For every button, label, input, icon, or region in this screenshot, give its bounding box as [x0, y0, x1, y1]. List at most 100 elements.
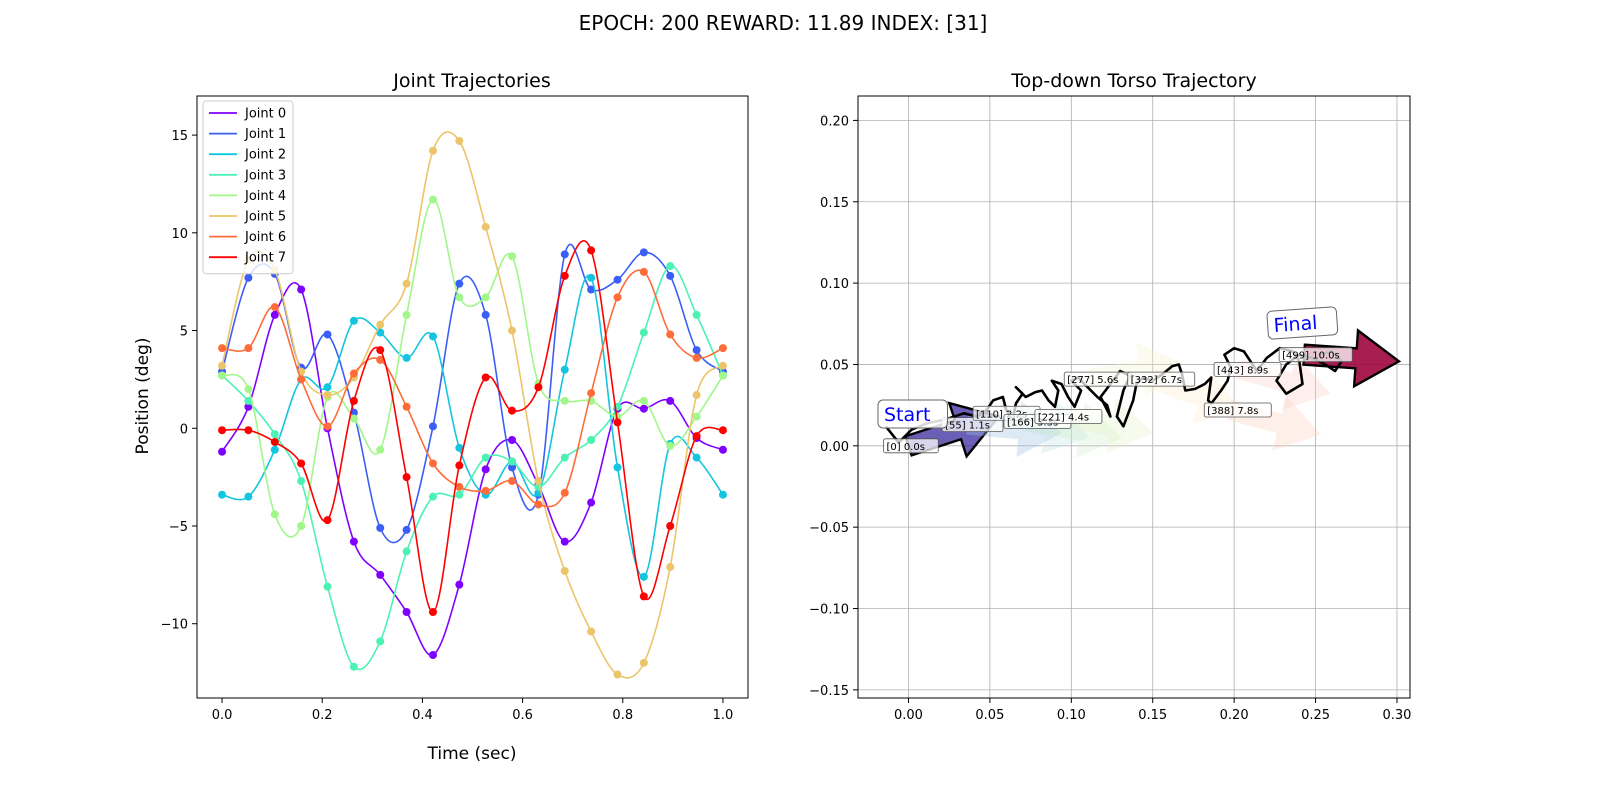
chart1-ytick-label: 10 [171, 227, 188, 242]
joint-point-6 [323, 422, 332, 431]
chart1-ytick-label: −10 [161, 618, 188, 633]
legend-label: Joint 1 [244, 127, 286, 142]
chart2-xtick-label: 0.00 [894, 708, 923, 723]
joint-point-4 [508, 252, 517, 261]
joint-point-4 [218, 371, 227, 380]
joint-point-5 [508, 326, 517, 335]
joint-point-6 [402, 402, 411, 411]
joint-point-1 [402, 525, 411, 534]
joint-point-7 [508, 406, 517, 415]
joint-point-6 [508, 477, 517, 486]
joint-point-2 [455, 443, 464, 452]
legend-label: Joint 6 [244, 230, 286, 245]
svg-text:[166] 3.3s: [166] 3.3s [1007, 417, 1058, 428]
svg-text:[499] 10.0s: [499] 10.0s [1282, 351, 1340, 362]
chart1-ytick-label: −5 [169, 520, 188, 535]
svg-text:Start: Start [884, 404, 930, 426]
chart1-xtick-label: 0.2 [312, 708, 333, 723]
joint-point-6 [718, 344, 727, 353]
joint-point-7 [481, 373, 490, 382]
joint-point-1 [508, 463, 517, 472]
joint-point-4 [376, 445, 385, 454]
joint-point-3 [508, 457, 517, 466]
joint-point-0 [218, 447, 227, 456]
chart2-ytick-label: 0.15 [820, 196, 849, 211]
joint-point-4 [270, 510, 279, 519]
svg-text:[388] 7.8s: [388] 7.8s [1207, 406, 1258, 417]
torso-trajectory-chart: Top-down Torso Trajectory [0] 0.0s [55] 1… [809, 70, 1411, 723]
joint-point-6 [534, 500, 543, 509]
joint-point-4 [666, 441, 675, 450]
joint-point-2 [587, 273, 596, 282]
svg-text:[332] 6.7s: [332] 6.7s [1131, 375, 1182, 386]
joint-point-0 [481, 465, 490, 474]
chart1-legend: Joint 0 Joint 1 Joint 2 Joint 3 Joint 4 Joint… [202, 100, 294, 275]
joint-point-7 [718, 426, 727, 435]
joint-point-7 [244, 426, 253, 435]
joint-line-3 [221, 265, 724, 671]
joint-point-7 [402, 473, 411, 482]
chart2-ytick-label: 0.00 [820, 440, 849, 455]
joint-point-4 [244, 385, 253, 394]
joint-point-7 [639, 592, 648, 601]
joint-point-1 [244, 273, 253, 282]
joint-point-4 [455, 293, 464, 302]
joint-point-6 [560, 488, 569, 497]
chart2-ytick-label: −0.10 [809, 603, 849, 618]
joint-series-5 [218, 131, 727, 679]
waypoint-label: [277] 5.6s [1063, 371, 1132, 387]
svg-text:[0] 0.0s: [0] 0.0s [886, 442, 924, 453]
joint-series-6 [218, 267, 727, 509]
legend-box [202, 100, 294, 275]
waypoint-label: [388] 7.8s [1203, 402, 1272, 418]
joint-point-0 [666, 396, 675, 405]
joint-trajectories-chart: Joint Trajectories Time (sec) Position (… [133, 70, 749, 764]
joint-point-6 [428, 459, 437, 468]
chart1-xlabel: Time (sec) [427, 744, 517, 764]
joint-point-6 [692, 353, 701, 362]
waypoint-label: [499] 10.0s [1278, 347, 1353, 363]
chart2-ytick-label: 0.10 [820, 277, 849, 292]
joint-point-5 [323, 391, 332, 400]
joint-point-0 [718, 445, 727, 454]
joint-point-2 [428, 332, 437, 341]
chart2-ytick-label: 0.05 [820, 358, 849, 373]
chart1-ytick-label: 0 [180, 422, 188, 437]
joint-point-4 [402, 310, 411, 319]
joint-point-2 [349, 316, 358, 325]
chart2-xtick-label: 0.30 [1382, 708, 1411, 723]
joint-point-7 [613, 418, 622, 427]
joint-point-3 [639, 328, 648, 337]
joint-point-6 [639, 267, 648, 276]
joint-point-3 [455, 490, 464, 499]
joint-point-2 [218, 490, 227, 499]
start-label: Start [877, 399, 948, 429]
joint-line-1 [221, 243, 724, 544]
joint-point-1 [613, 275, 622, 284]
joint-line-7 [221, 240, 724, 613]
joint-point-3 [666, 262, 675, 271]
joint-point-4 [481, 293, 490, 302]
joint-point-0 [560, 537, 569, 546]
joint-point-5 [560, 566, 569, 575]
joint-point-1 [692, 346, 701, 355]
joint-point-1 [639, 248, 648, 257]
joint-point-6 [613, 293, 622, 302]
svg-text:[443] 8.9s: [443] 8.9s [1217, 365, 1268, 376]
joint-point-6 [297, 375, 306, 384]
joint-point-7 [323, 516, 332, 525]
joint-point-7 [692, 432, 701, 441]
joint-point-0 [244, 402, 253, 411]
joint-point-4 [718, 371, 727, 380]
joint-point-3 [587, 436, 596, 444]
joint-series-0 [218, 282, 727, 659]
joint-point-1 [560, 250, 569, 259]
chart1-xtick-label: 0.4 [412, 708, 433, 723]
joint-point-2 [270, 445, 279, 454]
joint-point-4 [613, 412, 622, 421]
joint-point-5 [428, 146, 437, 155]
joint-point-2 [323, 383, 332, 392]
joint-point-2 [613, 463, 622, 472]
svg-text:[221] 4.4s: [221] 4.4s [1038, 413, 1089, 424]
